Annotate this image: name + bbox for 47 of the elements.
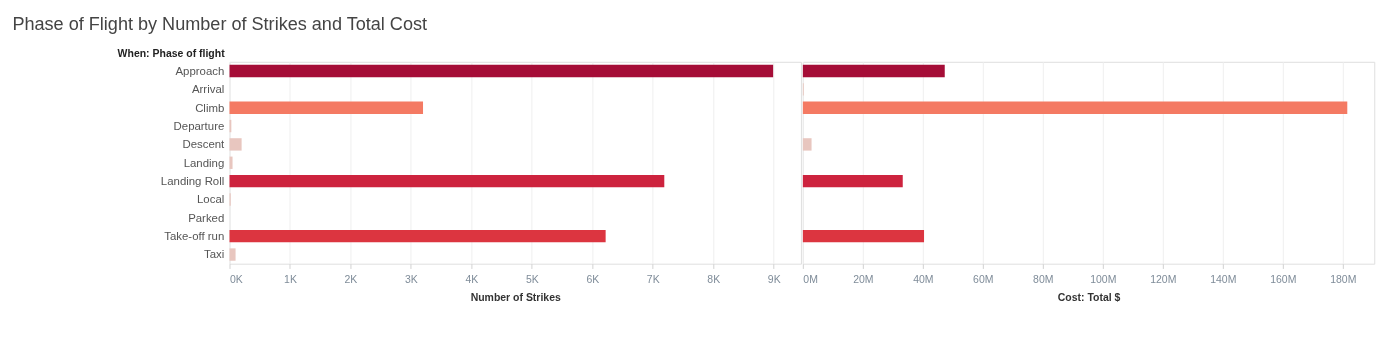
x-tick-label: 0K xyxy=(230,274,243,286)
y-axis-title: When: Phase of flight xyxy=(117,47,226,59)
x-tick-label: 100M xyxy=(1090,274,1117,286)
x-tick-label: 7K xyxy=(646,274,660,286)
y-tick-label: Arrival xyxy=(191,83,225,96)
y-tick-label: Departure xyxy=(173,119,225,132)
y-tick-label: Take-off run xyxy=(164,229,225,242)
x-tick-label: 180M xyxy=(1330,274,1357,286)
y-tick-label: Landing xyxy=(183,156,225,169)
x-axis-title: Number of Strikes xyxy=(470,292,561,304)
y-tick-label: Climb xyxy=(195,101,225,114)
x-tick-label: 5K xyxy=(525,274,539,286)
y-tick-label: Landing Roll xyxy=(160,174,225,187)
bar xyxy=(229,64,774,78)
x-tick-label: 1K xyxy=(284,274,297,286)
bar xyxy=(802,138,812,151)
x-tick-label: 0M xyxy=(803,274,818,286)
bar xyxy=(229,248,236,261)
bar xyxy=(229,156,233,169)
bar xyxy=(802,64,945,78)
bar xyxy=(229,174,665,188)
y-tick-label: Taxi xyxy=(203,248,225,261)
x-tick-label: 160M xyxy=(1270,274,1297,286)
x-tick-label: 3K xyxy=(405,274,418,286)
x-tick-label: 4K xyxy=(465,274,479,286)
x-tick-label: 140M xyxy=(1210,274,1237,286)
x-tick-label: 9K xyxy=(767,274,781,286)
y-tick-label: Approach xyxy=(175,64,225,77)
y-tick-label: Local xyxy=(197,193,225,206)
x-tick-label: 8K xyxy=(707,274,721,286)
x-tick-label: 80M xyxy=(1033,274,1054,286)
x-tick-label: 6K xyxy=(586,274,600,286)
chart-title: Phase of Flight by Number of Strikes and Total Cost xyxy=(12,14,428,35)
x-axis-title: Cost: Total $ xyxy=(1057,292,1121,304)
bar xyxy=(802,101,1348,114)
bar xyxy=(229,101,424,114)
bar xyxy=(802,229,925,243)
x-tick-label: 60M xyxy=(973,274,994,286)
bar xyxy=(229,138,242,151)
bar xyxy=(802,174,903,188)
x-tick-label: 120M xyxy=(1150,274,1177,286)
y-tick-label: Descent xyxy=(182,138,226,151)
bar xyxy=(229,229,606,243)
y-tick-label: Parked xyxy=(188,211,225,224)
x-tick-label: 20M xyxy=(853,274,874,286)
x-tick-label: 2K xyxy=(344,274,358,286)
x-tick-label: 40M xyxy=(913,274,934,286)
